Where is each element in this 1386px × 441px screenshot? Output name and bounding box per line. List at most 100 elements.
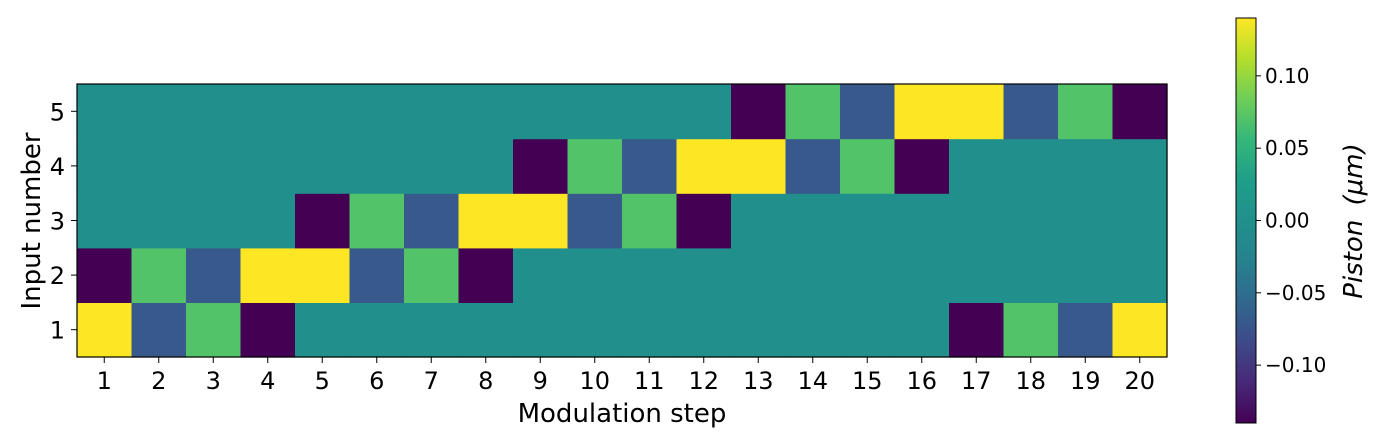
heatmap-cell — [240, 302, 296, 358]
heatmap-cell — [131, 138, 187, 194]
heatmap-cell — [186, 193, 242, 249]
heatmap-cell — [567, 247, 623, 303]
y-tick-label: 1 — [50, 317, 65, 345]
heatmap-cell — [77, 138, 133, 194]
heatmap-cell — [295, 138, 351, 194]
heatmap-cell — [513, 302, 569, 358]
heatmap-cell — [77, 302, 133, 358]
heatmap-cell — [731, 84, 787, 140]
heatmap-cell — [186, 247, 242, 303]
heatmap-cell — [458, 247, 514, 303]
heatmap-cell — [840, 138, 896, 194]
heatmap-cell — [186, 84, 242, 140]
x-tick-label: 13 — [743, 367, 774, 395]
heatmap-cell — [186, 302, 242, 358]
heatmap-cell — [949, 247, 1005, 303]
x-tick-label: 15 — [852, 367, 883, 395]
heatmap-cell — [731, 138, 787, 194]
colorbar-label-prefix: Piston — [1339, 220, 1369, 299]
x-tick-label: 16 — [906, 367, 937, 395]
colorbar-tick-label: −0.10 — [1265, 353, 1326, 377]
y-tick-label: 3 — [50, 208, 65, 236]
heatmap-cell — [240, 84, 296, 140]
heatmap-cell — [894, 302, 950, 358]
heatmap-cell — [1003, 193, 1059, 249]
heatmap-cell — [1112, 84, 1168, 140]
heatmap-cell — [458, 138, 514, 194]
heatmap-cell — [1112, 247, 1168, 303]
colorbar — [1235, 17, 1257, 424]
heatmap-cell — [676, 193, 732, 249]
heatmap-cell — [622, 302, 678, 358]
colorbar-label: Piston (μm) — [1339, 143, 1369, 298]
y-axis-ticks: 1 2 3 4 5 — [50, 98, 77, 345]
heatmap-cell — [295, 247, 351, 303]
colorbar-ticks: −0.10 −0.05 0.00 0.05 0.10 — [1256, 64, 1326, 377]
colorbar-tick-label: −0.05 — [1265, 281, 1326, 305]
heatmap-cell — [840, 193, 896, 249]
heatmap-cell — [186, 138, 242, 194]
heatmap-cell — [567, 84, 623, 140]
y-tick-label: 2 — [50, 262, 65, 290]
heatmap-cell — [513, 138, 569, 194]
x-tick-label: 4 — [260, 367, 275, 395]
heatmap-cell — [567, 138, 623, 194]
x-axis-ticks: 1 2 3 4 5 6 7 8 9 10 11 12 13 14 15 16 17 18 19 20 — [97, 357, 1155, 395]
heatmap-cell — [731, 193, 787, 249]
heatmap-cell — [949, 138, 1005, 194]
colorbar-label-unit: (μm) — [1339, 143, 1369, 205]
heatmap-cell — [894, 247, 950, 303]
x-tick-label: 1 — [97, 367, 112, 395]
heatmap-cell — [1003, 247, 1059, 303]
heatmap-cell — [240, 138, 296, 194]
heatmap-cell — [513, 247, 569, 303]
heatmap-cell — [785, 84, 841, 140]
x-tick-label: 12 — [688, 367, 719, 395]
heatmap-cell — [731, 247, 787, 303]
heatmap-cell — [840, 247, 896, 303]
heatmap-cell — [513, 193, 569, 249]
heatmap-cell — [349, 138, 405, 194]
y-axis-label: Input number — [17, 132, 47, 309]
heatmap-cell — [840, 302, 896, 358]
heatmap-cells — [77, 84, 1168, 358]
heatmap-cell — [894, 84, 950, 140]
heatmap-cell — [404, 138, 460, 194]
heatmap-cell — [1112, 302, 1168, 358]
heatmap-cell — [785, 193, 841, 249]
heatmap-cell — [513, 84, 569, 140]
heatmap-cell — [676, 84, 732, 140]
heatmap-cell — [349, 84, 405, 140]
heatmap-cell — [131, 84, 187, 140]
heatmap-cell — [349, 247, 405, 303]
x-tick-label: 5 — [315, 367, 330, 395]
x-tick-label: 19 — [1070, 367, 1101, 395]
y-tick-label: 5 — [50, 98, 65, 126]
heatmap-cell — [1003, 84, 1059, 140]
heatmap-cell — [458, 302, 514, 358]
heatmap-cell — [1058, 138, 1114, 194]
heatmap-cell — [349, 302, 405, 358]
heatmap-cell — [785, 247, 841, 303]
heatmap-cell — [131, 302, 187, 358]
heatmap-cell — [131, 193, 187, 249]
heatmap-cell — [1112, 138, 1168, 194]
heatmap-cell — [240, 247, 296, 303]
x-tick-label: 10 — [579, 367, 610, 395]
heatmap-cell — [622, 138, 678, 194]
heatmap-cell — [949, 302, 1005, 358]
heatmap-cell — [785, 302, 841, 358]
heatmap-cell — [295, 193, 351, 249]
x-tick-label: 18 — [1015, 367, 1046, 395]
heatmap-cell — [1058, 193, 1114, 249]
heatmap-cell — [349, 193, 405, 249]
heatmap-cell — [458, 193, 514, 249]
heatmap-cell — [77, 247, 133, 303]
x-tick-label: 8 — [478, 367, 493, 395]
x-tick-label: 20 — [1124, 367, 1155, 395]
heatmap-cell — [1003, 302, 1059, 358]
x-tick-label: 7 — [424, 367, 439, 395]
heatmap-cell — [404, 193, 460, 249]
heatmap-cell — [295, 302, 351, 358]
